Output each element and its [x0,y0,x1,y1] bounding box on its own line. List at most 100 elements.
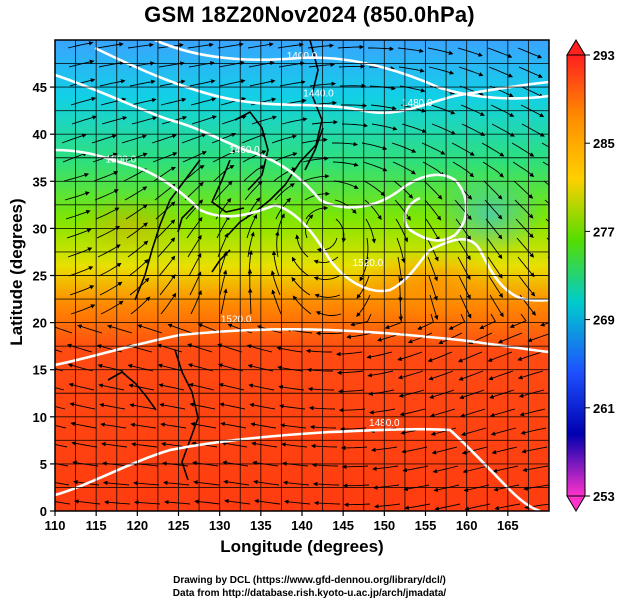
streamline [250,422,277,429]
lon-tick-label: 135 [250,518,272,533]
streamline [219,402,246,410]
streamline [220,421,247,429]
streamline [64,191,90,201]
streamline [332,141,358,147]
streamline [303,174,330,182]
streamline [527,333,549,343]
streamline [518,275,536,297]
streamline [100,300,124,315]
streamline [458,370,484,381]
streamline [283,480,310,486]
streamline [427,256,438,282]
streamline [543,180,549,186]
streamline [220,97,247,106]
streamline [460,104,485,116]
contour-label: 1440.0 [303,89,334,100]
streamline [343,502,371,507]
streamline [160,292,177,315]
streamline [363,180,386,197]
streamline [151,134,177,144]
streamline [542,161,549,167]
streamline [93,171,119,182]
streamline [212,150,237,163]
streamline [337,44,365,50]
lon-tick-label: 160 [456,518,478,533]
streamline [430,427,457,436]
contour-label: 1520.0 [221,315,252,326]
streamline [479,313,496,329]
streamline [521,446,548,454]
streamline [517,47,543,59]
streamline [370,104,397,111]
streamline [220,288,228,315]
streamline [129,79,156,87]
colorbar-tick-label: 261 [593,401,615,416]
streamline [451,142,475,156]
streamline [273,167,297,182]
streamline [338,407,366,413]
streamline [541,142,549,148]
streamline [55,481,70,486]
streamline [342,483,370,488]
streamline [548,276,549,277]
streamline [364,237,370,264]
streamline [160,422,187,429]
streamline [427,351,453,363]
streamline [67,247,93,258]
lat-tick-label: 15 [33,363,47,378]
streamline [429,408,456,418]
streamline [520,427,547,435]
streamline [134,500,161,505]
streamline [550,295,568,313]
streamline [464,503,491,511]
streamline [131,116,158,125]
colorbar-upper-arrow [566,39,586,56]
streamline [68,382,95,391]
streamline [245,197,261,220]
lat-tick-label: 10 [33,410,47,425]
streamline [223,479,250,486]
streamline [428,66,455,75]
lon-tick-label: 145 [332,518,354,533]
streamline [336,351,363,357]
streamline [337,370,364,375]
streamline [513,180,534,199]
streamline [417,313,434,330]
streamline [55,443,68,448]
streamline [271,289,282,315]
streamline [397,256,404,283]
longitude-ticks: 110 115 120 125 130 135 140 145 150 155 160 165 [45,511,519,533]
streamline [519,85,544,98]
streamline [452,161,475,178]
streamline [518,370,544,380]
streamline [55,501,71,505]
streamline [279,80,306,87]
lon-tick-label: 115 [86,518,107,533]
streamline [484,199,503,220]
streamline [457,351,483,363]
streamline [243,165,265,182]
streamline [458,66,484,77]
lon-tick-label: 155 [415,518,437,533]
lon-tick-label: 150 [373,518,395,533]
colorbar-scale [566,54,586,497]
streamline [107,324,133,334]
streamline [131,442,158,448]
streamline [307,386,335,392]
streamline [459,389,485,400]
streamline [127,240,149,258]
streamline [61,133,87,144]
streamline [100,422,127,429]
streamline [242,150,267,163]
streamline [369,408,396,415]
streamline [423,180,443,200]
streamline [241,132,267,144]
streamline [431,446,458,455]
streamline [128,258,149,277]
contour-label: 1500.0 [106,154,137,165]
streamline [311,462,339,468]
streamline [188,382,215,391]
streamline [128,383,155,391]
credit-drawing: Drawing by DCL (https://www.gfd-dennou.o… [173,575,446,586]
streamline [55,387,65,391]
